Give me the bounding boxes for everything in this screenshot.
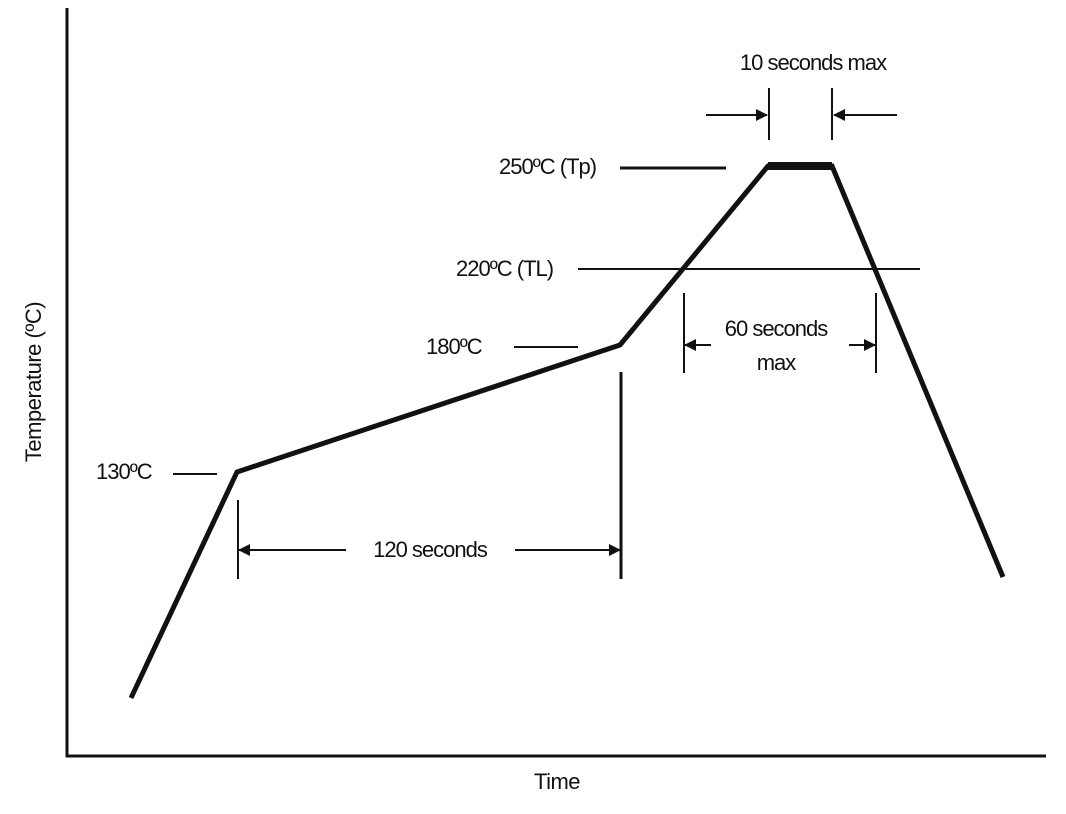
peak-duration-label: 10 seconds max [740,50,887,75]
temp-220-label: 220ºC (TL) [456,256,553,281]
temp-250-label: 250ºC (Tp) [499,154,596,179]
temp-180-label: 180ºC [426,334,483,359]
temp-130-label: 130ºC [96,459,153,484]
temperature-profile-curve [128,163,1006,700]
liquidus-duration-label-line2: max [757,350,797,375]
y-axis-title: Temperature (ºC) [21,302,46,462]
x-axis-title: Time [534,769,580,794]
liquidus-duration-label-line1: 60 seconds [725,316,829,341]
preheat-duration-label: 120 seconds [373,537,488,562]
